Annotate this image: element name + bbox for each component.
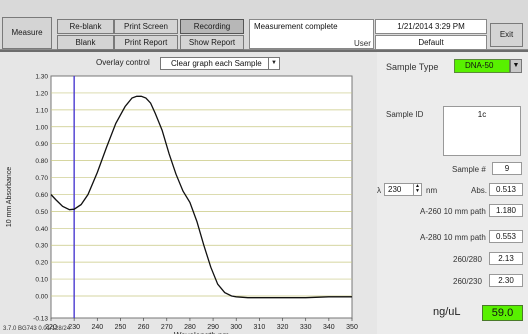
chevron-down-icon[interactable]: ▼	[510, 59, 522, 73]
a280-label: A-280 10 mm path	[420, 233, 486, 242]
sample-type-select[interactable]: DNA-50	[454, 59, 510, 73]
x-tick-label: 220	[45, 324, 57, 331]
y-tick-label: 0.00	[35, 294, 48, 301]
absorbance-chart: -0.13 0.00 0.10 0.20 0.30 0.40 0.50 0.60 0.70 0.8…	[6, 74, 358, 334]
x-tick-label: 240	[91, 324, 103, 331]
overlay-control-select[interactable]: Clear graph each Sample ▼	[160, 57, 280, 70]
x-tick-label: 260	[138, 324, 150, 331]
x-tick-label: 330	[300, 324, 312, 331]
concentration-value: 59.0	[482, 305, 523, 321]
abs-value: 0.513	[489, 183, 523, 196]
y-tick-label: 0.30	[35, 243, 48, 250]
datetime-display: 1/21/2014 3:29 PM	[375, 19, 487, 34]
user-label: User	[354, 39, 371, 48]
abs-label: Abs.	[471, 186, 488, 195]
y-tick-label: 1.20	[35, 90, 48, 97]
y-tick-label: 0.80	[35, 158, 48, 165]
ratio-260-230-value: 2.30	[489, 274, 523, 287]
show-report-button[interactable]: Show Report	[180, 35, 244, 50]
x-tick-label: 350	[346, 324, 358, 331]
x-tick-label: 290	[207, 324, 219, 331]
absorbance-curve	[50, 95, 352, 299]
x-tick-label: 270	[161, 324, 173, 331]
y-tick-label: 0.90	[35, 141, 48, 148]
y-tick-label: 1.30	[35, 74, 48, 81]
stepper-arrows-icon[interactable]: ▲ ▼	[413, 184, 421, 195]
y-axis-label: 10 mm Absorbance	[6, 167, 13, 227]
chevron-down-icon[interactable]: ▼	[268, 58, 279, 69]
x-tick-label: 310	[254, 324, 266, 331]
x-tick-label: 300	[230, 324, 242, 331]
ratio-260-280-value: 2.13	[489, 252, 523, 265]
sample-type-label: Sample Type	[386, 62, 439, 72]
x-tick-label: 230	[68, 324, 80, 331]
measure-button[interactable]: Measure	[2, 17, 52, 49]
y-tick-label: 0.50	[35, 209, 48, 216]
x-tick-label: 320	[277, 324, 289, 331]
chart-panel: -0.13 0.00 0.10 0.20 0.30 0.40 0.50 0.60 0.70 0.8…	[0, 52, 377, 334]
print-report-button[interactable]: Print Report	[114, 35, 178, 50]
blank-button[interactable]: Blank	[57, 35, 114, 50]
x-tick-label: 340	[323, 324, 335, 331]
y-tick-label: 0.70	[35, 175, 48, 182]
version-footer: 3.7.0 BG743 0.01/128/24	[3, 326, 71, 332]
y-tick-label: 1.10	[35, 107, 48, 114]
y-tick-label: 0.60	[35, 192, 48, 199]
y-tick-label: 0.40	[35, 226, 48, 233]
concentration-label: ng/uL	[433, 306, 461, 318]
overlay-control-value: Clear graph each Sample	[171, 59, 262, 68]
sample-number-field[interactable]: 9	[492, 162, 522, 175]
lambda-symbol: λ	[377, 186, 381, 195]
user-display: Default	[375, 35, 487, 50]
exit-button[interactable]: Exit	[490, 23, 523, 47]
y-tick-label: 0.10	[35, 277, 48, 284]
recording-button[interactable]: Recording	[180, 19, 244, 34]
sample-number-label: Sample #	[452, 165, 486, 174]
wavelength-stepper[interactable]: 230 ▲ ▼	[384, 183, 422, 196]
sample-id-label: Sample ID	[386, 110, 424, 119]
y-tick-label: 1.00	[35, 124, 48, 131]
a280-value: 0.553	[489, 230, 523, 243]
print-screen-button[interactable]: Print Screen	[114, 19, 178, 34]
x-axis-label: Wavelength nm	[174, 331, 230, 334]
results-panel: Sample Type DNA-50 ▼ Sample ID 1c Sample…	[377, 52, 528, 334]
plot-area	[50, 75, 353, 319]
wavelength-value: 230	[388, 185, 402, 194]
a260-label: A-260 10 mm path	[420, 207, 486, 216]
x-tick-label: 280	[184, 324, 196, 331]
ratio-260-230-label: 260/230	[453, 277, 482, 286]
ratio-260-280-label: 260/280	[453, 255, 482, 264]
wavelength-unit: nm	[426, 186, 438, 195]
a260-value: 1.180	[489, 204, 523, 217]
sample-id-field[interactable]: 1c	[443, 106, 521, 156]
overlay-control-label: Overlay control	[96, 58, 150, 67]
y-tick-label: -0.13	[33, 316, 48, 323]
toolbar: Measure Re-blank Blank Print Screen Prin…	[0, 0, 528, 50]
status-message: Measurement complete	[249, 19, 374, 49]
x-tick-label: 250	[115, 324, 127, 331]
reblank-button[interactable]: Re-blank	[57, 19, 114, 34]
y-tick-label: 0.20	[35, 260, 48, 267]
